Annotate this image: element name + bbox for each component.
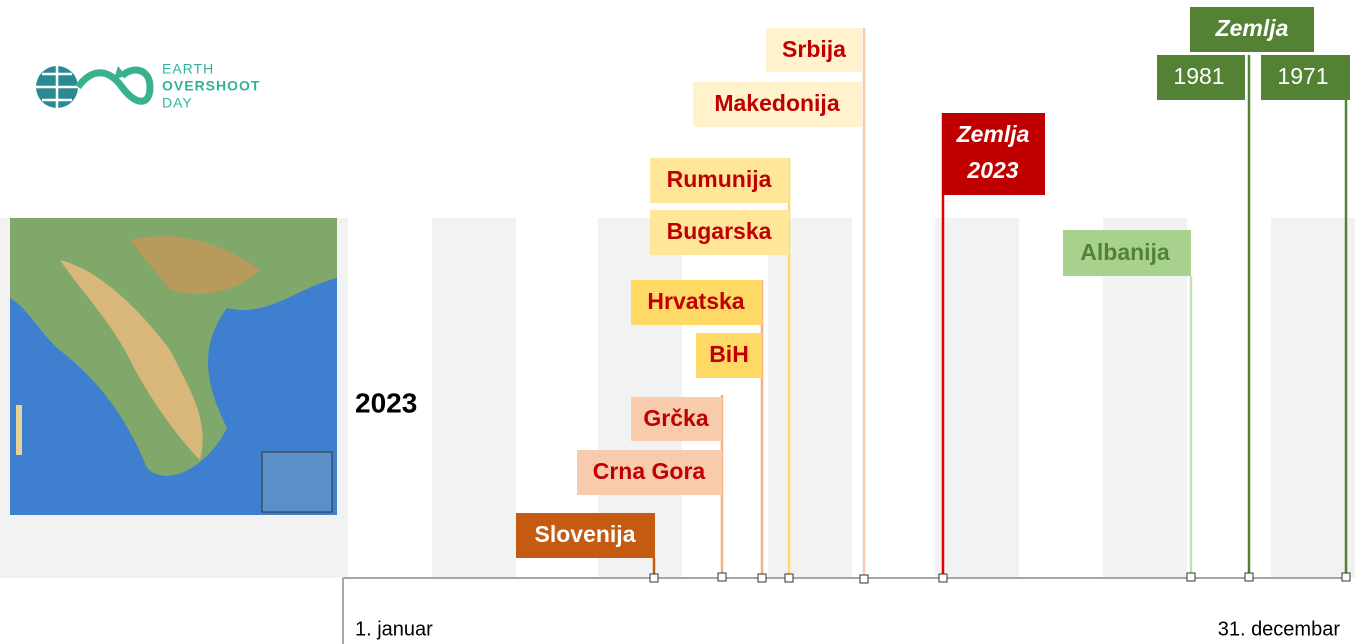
logo-text: EARTH <box>162 61 214 77</box>
marker-label: Crna Gora <box>593 458 706 484</box>
marker-label: Grčka <box>643 405 708 431</box>
axis-end-label: 31. decembar <box>1218 618 1341 640</box>
marker-label: Zemlja <box>956 121 1030 147</box>
earth-history: Zemlja 1981 1971 <box>1157 7 1350 100</box>
axis-start-label: 1. januar <box>355 618 433 640</box>
map <box>10 218 337 515</box>
marker-label: Bugarska <box>667 218 772 244</box>
earth-year: 1981 <box>1173 63 1224 89</box>
logo: EARTH OVERSHOOT DAY <box>36 61 260 111</box>
marker-label: 2023 <box>966 157 1018 183</box>
year: 2023 <box>355 387 417 418</box>
earth-year: 1971 <box>1277 63 1328 89</box>
country-markers: Slovenija Crna Gora Grčka BiH Hrvatska B… <box>516 28 1191 558</box>
logo-text: OVERSHOOT <box>162 78 260 94</box>
marker-label: Hrvatska <box>647 288 744 314</box>
marker-label: BiH <box>709 341 749 367</box>
marker-label: Slovenija <box>535 521 636 547</box>
stem-markers <box>649 572 1351 584</box>
marker-label: Makedonija <box>714 90 839 116</box>
earth-history-title: Zemlja <box>1215 15 1289 41</box>
marker-label: Rumunija <box>667 166 772 192</box>
marker-label: Albanija <box>1080 239 1170 265</box>
marker-label: Srbija <box>782 36 846 62</box>
logo-text: DAY <box>162 95 193 111</box>
